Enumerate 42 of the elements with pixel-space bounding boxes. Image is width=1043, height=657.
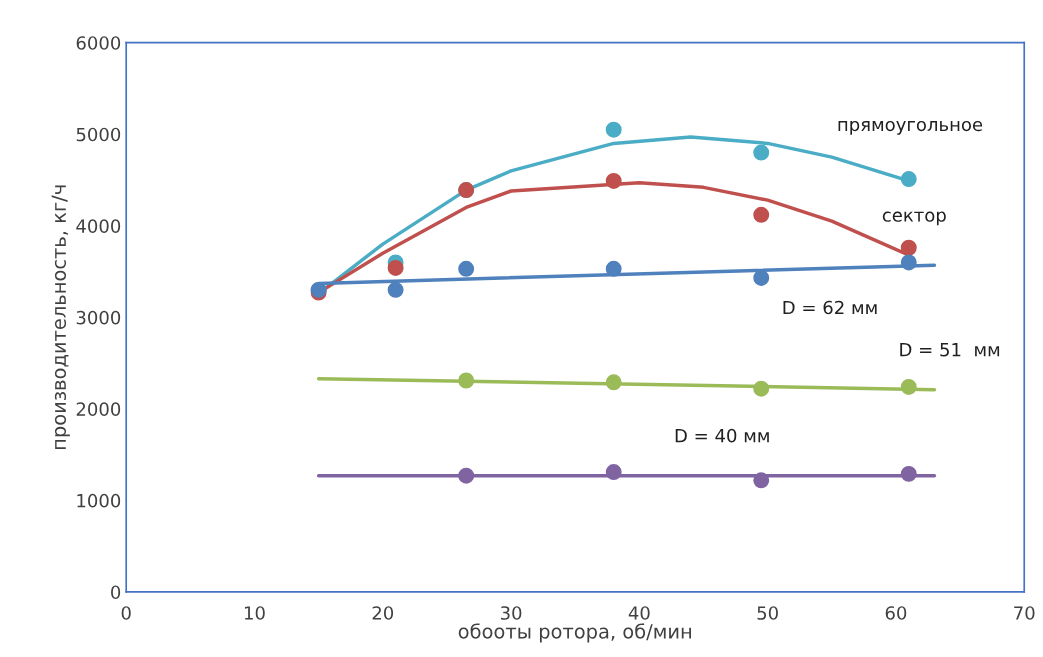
series-label: прямоугольное [838, 120, 983, 135]
point [387, 259, 404, 276]
x-tick-label: 30 [500, 606, 522, 620]
x-tick-label: 60 [885, 606, 907, 620]
y-tick-label: 0 [111, 585, 121, 600]
series-label: D = 62 мм [783, 300, 877, 315]
y-axis-title: производительность, кг/ч [51, 185, 70, 450]
x-tick-label: 70 [1014, 606, 1035, 620]
x-tick-label: 20 [372, 606, 394, 620]
point [458, 260, 475, 277]
point [605, 121, 622, 138]
point [458, 467, 475, 484]
series-label: сектор [882, 211, 946, 226]
x-axis-title: обооты ротора, об/мин [458, 623, 691, 643]
x-tick-label: 50 [757, 606, 778, 620]
y-tick-label: 5000 [76, 127, 121, 142]
point [605, 260, 622, 277]
point [605, 464, 622, 481]
x-tick-label: 0 [121, 606, 131, 620]
point [605, 374, 622, 391]
x-tick-label: 40 [628, 606, 650, 620]
y-tick-label: 4000 [76, 219, 121, 233]
point [753, 380, 770, 397]
point [753, 472, 770, 489]
x-tick-label: 10 [244, 606, 265, 620]
y-tick-label: 2000 [76, 402, 121, 416]
y-tick-label: 1000 [77, 493, 121, 508]
point [900, 254, 917, 271]
point [753, 269, 770, 286]
point [900, 465, 917, 482]
series-label: D = 51 мм [900, 343, 1000, 357]
y-tick-label: 6000 [76, 36, 121, 50]
point [458, 372, 475, 389]
point [605, 172, 622, 189]
series-label: D = 40 мм [675, 428, 769, 443]
point [753, 144, 770, 161]
point [900, 171, 917, 188]
point [900, 239, 917, 256]
y-tick-label: 3000 [76, 310, 121, 325]
point [753, 206, 770, 223]
point [387, 281, 404, 298]
point [900, 378, 917, 395]
